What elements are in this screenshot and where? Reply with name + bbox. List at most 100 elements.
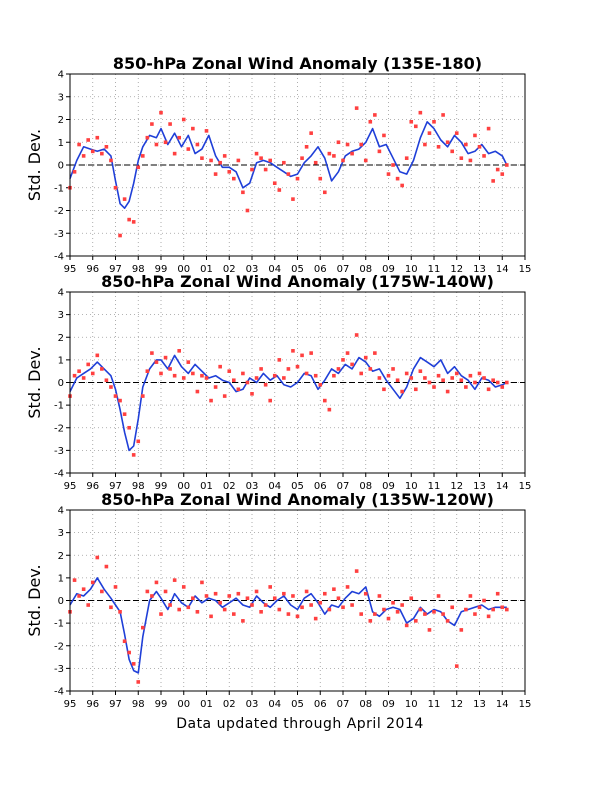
anomaly-point (181, 117, 186, 122)
anomaly-point (450, 149, 454, 154)
anomaly-point (382, 387, 386, 392)
anomaly-point (359, 612, 363, 616)
anomaly-point (400, 183, 404, 188)
anomaly-point (341, 358, 345, 362)
y-tick-label: -1 (54, 183, 64, 194)
anomaly-point (131, 220, 136, 224)
anomaly-point (272, 373, 277, 378)
anomaly-point (136, 680, 141, 684)
anomaly-point (291, 349, 295, 353)
x-tick-label: 00 (177, 264, 190, 275)
anomaly-point (473, 380, 477, 385)
anomaly-point (341, 605, 345, 610)
anomaly-point (473, 133, 477, 138)
anomaly-point (286, 172, 291, 176)
y-tick-label: 3 (58, 310, 64, 321)
x-tick-label: 09 (382, 699, 395, 710)
y-tick-label: -3 (54, 446, 64, 457)
anomaly-point (272, 181, 277, 185)
x-tick-label: 10 (405, 699, 418, 710)
anomaly-point (441, 378, 445, 383)
anomaly-point (505, 163, 509, 167)
anomaly-point (332, 587, 336, 591)
y-tick-label: 3 (58, 92, 64, 103)
anomaly-point (90, 149, 95, 154)
anomaly-point (436, 145, 441, 149)
anomaly-point (300, 605, 304, 610)
anomaly-point (350, 151, 354, 156)
x-tick-label: 12 (450, 264, 463, 275)
y-tick-label: -2 (54, 206, 64, 217)
anomaly-point (445, 389, 450, 394)
anomaly-point (163, 140, 168, 145)
anomaly-point (241, 371, 245, 376)
anomaly-point (300, 353, 304, 358)
y-tick-label: -1 (54, 619, 64, 630)
anomaly-point (113, 185, 118, 190)
anomaly-point (159, 612, 163, 616)
y-tick-label: 4 (58, 506, 64, 517)
x-tick-label: 02 (223, 481, 236, 492)
anomaly-point (318, 600, 323, 605)
x-tick-label: 11 (428, 699, 441, 710)
y-tick-label: -1 (54, 401, 64, 412)
anomaly-point (486, 614, 491, 619)
anomaly-point (414, 124, 418, 129)
anomaly-point (423, 376, 427, 380)
anomaly-point (345, 142, 350, 147)
anomaly-point (168, 367, 172, 371)
anomaly-point (195, 142, 200, 147)
anomaly-point (213, 385, 218, 389)
anomaly-point (95, 555, 100, 560)
chart-title: 850-hPa Zonal Wind Anomaly (175W-140W) (101, 272, 494, 291)
anomaly-point (177, 349, 181, 353)
anomaly-point (245, 596, 250, 601)
anomaly-point (486, 126, 491, 131)
anomaly-point (286, 612, 291, 616)
x-tick-label: 12 (450, 699, 463, 710)
anomaly-point (104, 378, 109, 383)
anomaly-point (482, 598, 486, 603)
anomaly-point (359, 371, 363, 376)
anomaly-point (131, 453, 136, 457)
x-tick-label: 03 (246, 481, 259, 492)
y-axis-label: Std. Dev. (25, 129, 44, 201)
anomaly-point (136, 439, 141, 444)
anomaly-point (482, 154, 486, 158)
anomaly-point (291, 197, 295, 201)
anomaly-point (213, 172, 218, 176)
anomaly-point (418, 110, 423, 115)
y-tick-label: 2 (58, 115, 64, 126)
anomaly-point (423, 612, 427, 616)
anomaly-point (86, 362, 90, 367)
anomaly-point (109, 605, 113, 610)
data-updated-note: Data updated through April 2014 (176, 716, 424, 732)
smoothed-anomaly-line (69, 577, 507, 674)
anomaly-point (404, 623, 409, 628)
anomaly-point (122, 197, 127, 201)
anomaly-point (427, 380, 432, 385)
x-tick-label: 98 (132, 481, 145, 492)
anomaly-point (395, 610, 400, 614)
x-tick-label: 07 (337, 481, 350, 492)
anomaly-point (441, 113, 445, 117)
x-tick-label: 13 (473, 699, 486, 710)
anomaly-point (90, 371, 95, 376)
anomaly-point (418, 369, 423, 373)
anomaly-point (245, 380, 250, 385)
anomaly-point (400, 389, 404, 394)
y-axis-label: Std. Dev. (25, 564, 44, 636)
anomaly-point (77, 369, 81, 373)
anomaly-point (382, 133, 386, 138)
anomaly-point (350, 603, 354, 607)
anomaly-point (427, 131, 432, 135)
anomaly-point (382, 607, 386, 612)
y-tick-label: -2 (54, 641, 64, 652)
anomaly-point (163, 355, 168, 360)
anomaly-point (495, 167, 500, 172)
anomaly-point (454, 664, 459, 668)
anomaly-point (427, 628, 432, 632)
anomaly-point (491, 607, 495, 612)
anomaly-point (218, 364, 222, 369)
anomaly-point (377, 149, 382, 154)
